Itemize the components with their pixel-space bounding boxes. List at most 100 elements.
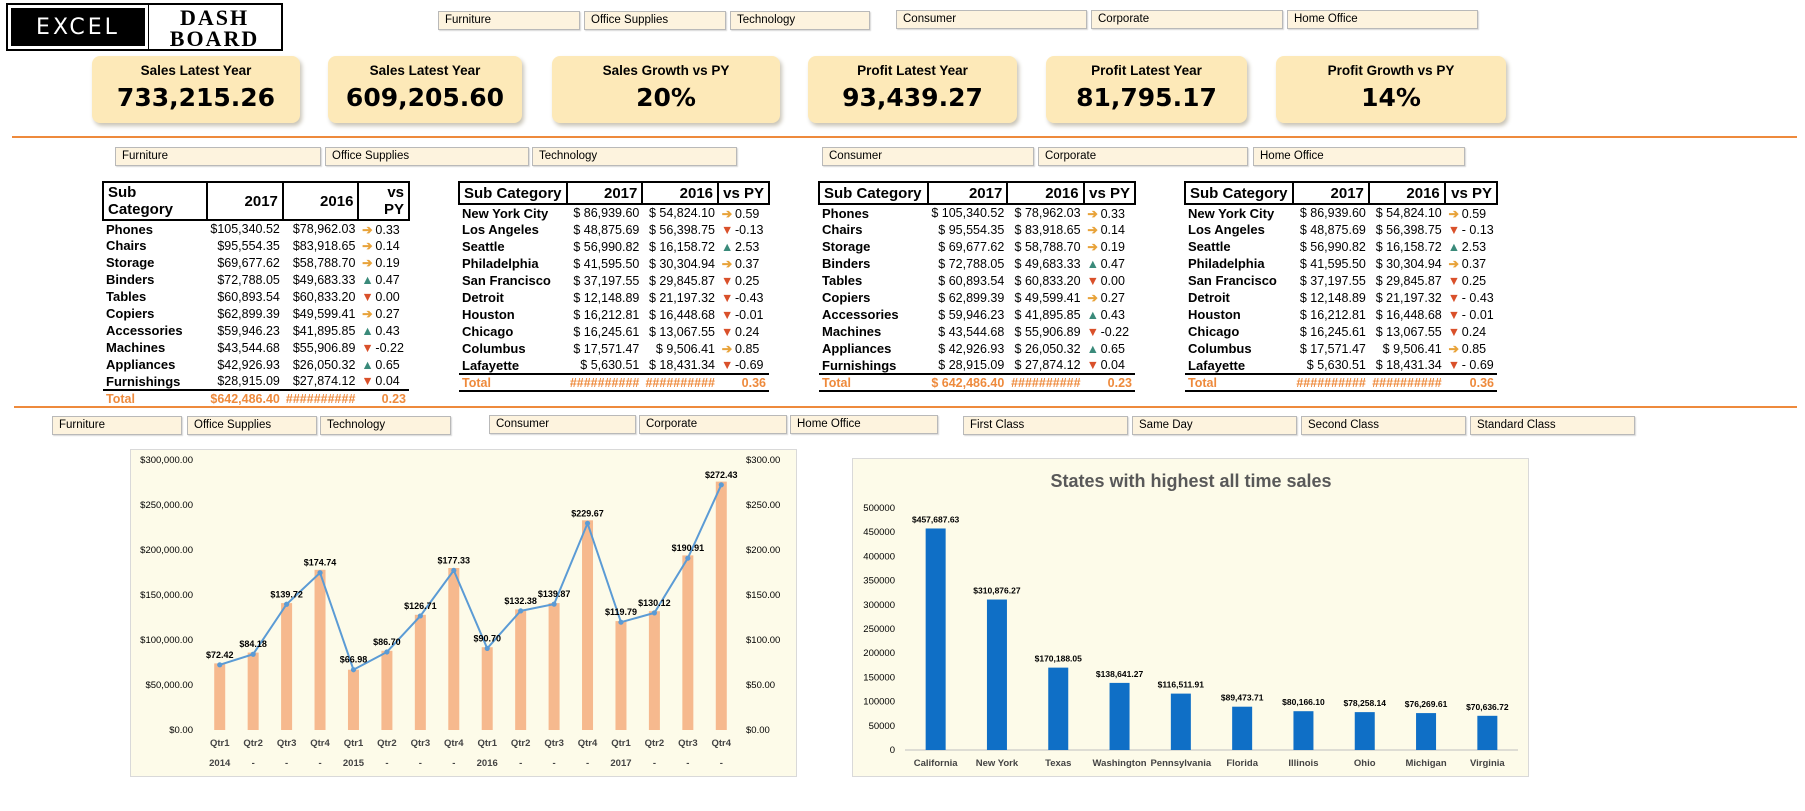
row-value: $ 16,245.61 [1299, 324, 1366, 339]
vs-py-cell: ➔ 0.37 [718, 255, 769, 272]
slicer-furniture[interactable]: Furniture [115, 147, 321, 166]
x-axis-quarter-label: Qtr4 [310, 738, 330, 749]
sales-bar [347, 669, 359, 730]
table-row: Houston $ 16,212.81 $ 16,448.68 ▼ - 0.01 [1185, 306, 1497, 323]
table-row: Furnishings $28,915.09 $27,874.12 ▼ 0.04 [103, 373, 409, 390]
arrow-up-icon: ▲ [361, 272, 374, 287]
slicer-consumer[interactable]: Consumer [489, 415, 636, 434]
vs-py-cell: ▼ - 0.69 [1445, 357, 1497, 374]
slicer-technology[interactable]: Technology [532, 147, 737, 166]
vs-py-value: 0.04 [375, 374, 400, 388]
profit-point [317, 570, 323, 576]
row-value: $28,915.09 [217, 374, 280, 388]
slicer-standard-class[interactable]: Standard Class [1470, 416, 1635, 435]
arrow-right-icon: ➔ [1448, 206, 1459, 221]
slicer-office-supplies[interactable]: Office Supplies [325, 147, 529, 166]
slicer-corporate[interactable]: Corporate [1091, 10, 1283, 29]
x-axis-year-label: - [419, 758, 422, 769]
sales-bar [414, 614, 426, 730]
table-row: Binders $72,788.05 $49,683.33 ▲ 0.47 [103, 271, 409, 288]
vs-py-cell: ➔ 0.59 [1445, 204, 1497, 221]
kpi-title: Profit Latest Year [857, 63, 968, 78]
table-row: Appliances $42,926.93 $26,050.32 ▲ 0.65 [103, 356, 409, 373]
row-label: Copiers [822, 290, 871, 305]
vs-py-cell: ▲ 2.53 [1445, 238, 1497, 255]
kpi-sales-prior-year: Sales Latest Year 609,205.60 [328, 56, 522, 123]
vs-py-value: -0.13 [735, 222, 764, 237]
slicer-corporate[interactable]: Corporate [639, 415, 787, 434]
vs-py-value: 0.24 [735, 324, 760, 339]
x-axis-year-label: - [653, 758, 656, 769]
slicer-technology[interactable]: Technology [730, 11, 870, 30]
profit-point [484, 645, 490, 651]
row-value: $ 18,431.34 [648, 358, 716, 372]
vs-py-value: -0.22 [375, 340, 404, 355]
row-label: Lafayette [462, 357, 520, 373]
arrow-down-icon: ▼ [1447, 222, 1461, 237]
arrow-down-icon: ▼ [1086, 324, 1099, 339]
table-row: Copiers $ 62,899.39 $ 49,599.41 ➔ 0.27 [819, 289, 1135, 306]
total-value: ########## [566, 373, 643, 392]
row-value: $ 5,630.51 [1306, 358, 1366, 372]
slicer-office-supplies[interactable]: Office Supplies [584, 11, 726, 30]
kpi-value: 733,215.26 [116, 83, 276, 112]
profit-point [718, 482, 724, 488]
arrow-up-icon: ▲ [361, 323, 374, 338]
table-row: New York City $ 86,939.60 $ 54,824.10 ➔ 0.59 [1185, 204, 1497, 221]
state-sales-bar [1170, 693, 1191, 750]
sales-bar [648, 611, 660, 730]
slicer-corporate[interactable]: Corporate [1038, 147, 1248, 166]
sales-bar [582, 520, 594, 730]
slicer-first-class[interactable]: First Class [963, 416, 1128, 435]
table-row: Chairs $ 95,554.35 $ 83,918.65 ➔ 0.14 [819, 221, 1135, 238]
sales-bar [548, 603, 560, 730]
total-value: $642,486.40 [207, 389, 283, 408]
y-axis-tick-label: 450000 [863, 527, 895, 538]
kpi-sales-latest-year: Sales Latest Year 733,215.26 [92, 56, 300, 123]
slicer-consumer[interactable]: Consumer [822, 147, 1034, 166]
profit-data-label: $177.33 [438, 555, 471, 565]
row-label: Los Angeles [1188, 222, 1265, 237]
vs-py-cell: ▼ 0.04 [358, 373, 409, 390]
total-value: ########## [1007, 373, 1084, 392]
left-axis-tick-label: $50,000.00 [145, 680, 193, 691]
vs-py-cell: ▼ -0.13 [718, 221, 769, 238]
x-axis-quarter-label: Qtr3 [277, 738, 297, 749]
row-label: Seattle [462, 239, 505, 254]
table-row: San Francisco $ 37,197.55 $ 29,845.87 ▼ 0.25 [459, 272, 769, 289]
slicer-technology[interactable]: Technology [320, 416, 451, 435]
slicer-office-supplies[interactable]: Office Supplies [187, 416, 317, 435]
slicer-same-day[interactable]: Same Day [1132, 416, 1297, 435]
quarterly-chart-svg: $0.00 $50,000.00 $100,000.00 $150,000.00 $20… [140, 455, 780, 769]
row-value: $ 105,340.52 [931, 206, 1005, 220]
slicer-second-class[interactable]: Second Class [1301, 416, 1466, 435]
vs-py-value: - 0.43 [1461, 290, 1494, 305]
table-header-cell: 2016 [1006, 181, 1085, 205]
total-label: Total [1185, 373, 1294, 392]
row-value: $ 86,939.60 [1299, 206, 1366, 220]
slicer-home-office[interactable]: Home Office [1253, 147, 1465, 166]
x-axis-quarter-label: Qtr2 [645, 738, 665, 749]
arrow-down-icon: ▼ [721, 358, 734, 372]
slicer-consumer[interactable]: Consumer [896, 10, 1087, 29]
slicer-home-office[interactable]: Home Office [1287, 10, 1478, 29]
y-axis-tick-label: 500000 [863, 503, 895, 514]
slicer-furniture[interactable]: Furniture [52, 416, 182, 435]
state-sales-bar [1354, 712, 1375, 750]
right-axis-tick-label: $150.00 [746, 590, 780, 601]
row-value: $ 9,506.41 [655, 341, 716, 356]
vs-py-value: -0.01 [735, 307, 764, 322]
state-chart-svg: States with highest all time sales 0 50000… [863, 471, 1518, 769]
slicer-furniture[interactable]: Furniture [438, 11, 580, 30]
arrow-right-icon: ➔ [1087, 206, 1098, 221]
summary-table: Sub Category 2017 2016 vs PY New York City $ … [458, 181, 770, 392]
summary-table: Sub Category 2017 2016 vs PY Phones $ 105,340… [818, 181, 1137, 392]
row-value: $60,833.20 [292, 289, 356, 304]
sales-bar [715, 481, 727, 730]
vs-py-cell: ▼ - 0.13 [1445, 221, 1497, 238]
slicer-home-office[interactable]: Home Office [790, 415, 938, 434]
x-axis-year-label: - [586, 758, 589, 769]
left-axis-tick-label: $300,000.00 [140, 455, 193, 466]
vs-py-cell: ▼ 0.24 [718, 323, 769, 340]
left-axis-tick-label: $150,000.00 [140, 590, 193, 601]
